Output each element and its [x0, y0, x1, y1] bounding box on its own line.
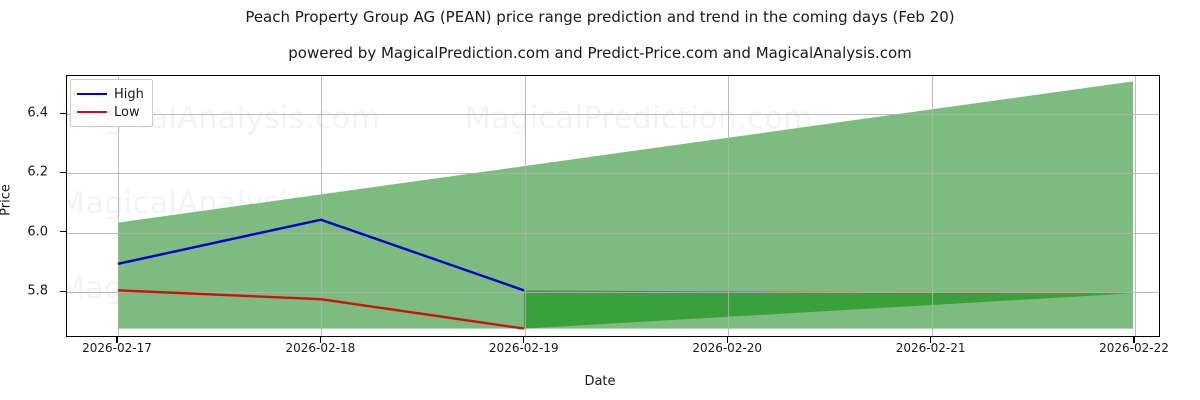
legend-swatch-low [77, 111, 107, 113]
legend-label-low: Low [114, 104, 140, 120]
x-tick-mark [930, 337, 932, 343]
band-svg [117, 81, 1134, 329]
chart-title: Peach Property Group AG (PEAN) price ran… [245, 8, 955, 26]
legend-swatch-high [77, 93, 107, 95]
gridline-vertical-2026-02-20 [728, 76, 730, 336]
y-tick-label-6.0: 6.0 [27, 224, 48, 240]
x-tick-label-2026-02-21: 2026-02-21 [895, 341, 966, 355]
series-line-high [118, 220, 524, 291]
y-tick-mark [60, 171, 66, 174]
x-tick-mark [726, 337, 728, 343]
x-axis-label: Date [584, 374, 616, 389]
x-tick-mark [319, 337, 321, 343]
x-tick-label-2026-02-18: 2026-02-18 [285, 341, 356, 355]
legend-item-high[interactable]: High [77, 85, 144, 103]
gridline-horizontal-6.0 [67, 232, 1159, 234]
y-tick-label-6.4: 6.4 [27, 105, 48, 121]
y-tick-label-6.2: 6.2 [27, 164, 48, 180]
gridline-horizontal-6.2 [67, 173, 1159, 175]
legend-label-high: High [114, 86, 144, 102]
x-tick-label-2026-02-20: 2026-02-20 [692, 341, 763, 355]
y-tick-mark [60, 290, 66, 292]
gridline-vertical-2026-02-19 [524, 76, 526, 336]
x-tick-label-2026-02-17: 2026-02-17 [82, 341, 152, 355]
y-tick-mark [60, 231, 66, 233]
chart-legend: High Low [70, 79, 153, 127]
gridline-horizontal-6.4 [67, 114, 1159, 115]
x-tick-mark [523, 337, 525, 343]
gridline-vertical-2026-02-22 [1135, 76, 1136, 336]
plot-area: MagicalAnalysis.comMagicalPrediction.com… [66, 75, 1160, 337]
x-tick-mark [116, 337, 118, 343]
x-tick-label-2026-02-19: 2026-02-19 [488, 341, 559, 355]
y-axis-label: Price [0, 184, 14, 216]
gridline-horizontal-5.8 [67, 292, 1159, 293]
chart-subtitle: powered by MagicalPrediction.com and Pre… [288, 44, 912, 62]
gridline-vertical-2026-02-21 [931, 76, 933, 336]
series-layer [67, 76, 1159, 336]
gridline-vertical-2026-02-17 [118, 76, 119, 336]
trend-band [523, 290, 1134, 329]
y-tick-label-5.8: 5.8 [27, 283, 48, 299]
y-tick-mark [60, 112, 66, 114]
legend-item-low[interactable]: Low [77, 103, 144, 121]
x-tick-mark [1133, 337, 1135, 343]
prediction-range-band [117, 81, 1134, 329]
series-line-low [118, 290, 524, 328]
x-tick-label-2026-02-22: 2026-02-22 [1099, 341, 1169, 355]
gridline-vertical-2026-02-18 [321, 76, 323, 336]
